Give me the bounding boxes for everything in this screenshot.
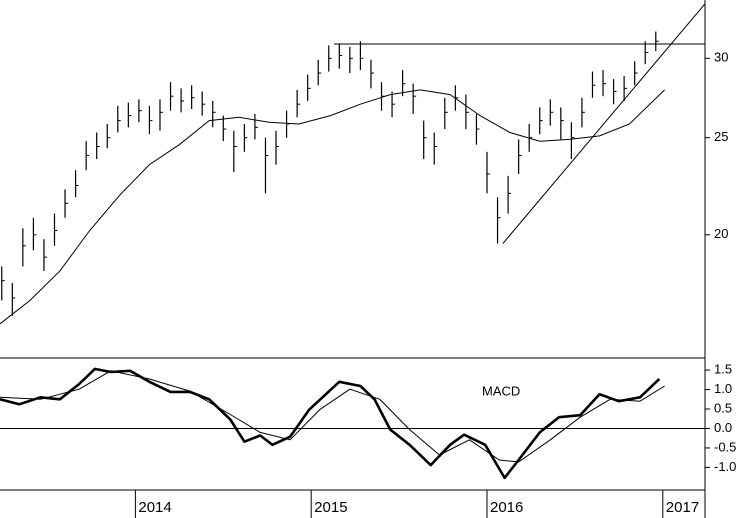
x-tick-label: 2015 <box>314 499 347 516</box>
x-tick-label: 2014 <box>138 499 171 516</box>
indicator-line <box>0 370 665 463</box>
y-tick-label: 0.0 <box>714 420 732 435</box>
x-tick-label: 2016 <box>490 499 523 516</box>
overlay-line <box>502 3 706 244</box>
y-tick-label: 0.5 <box>714 400 732 415</box>
indicator-label: MACD <box>482 383 520 398</box>
indicator-line <box>0 367 661 480</box>
x-tick-label: 2017 <box>666 499 699 516</box>
y-tick-label: 1.5 <box>714 362 732 377</box>
y-tick-label: -0.5 <box>714 439 736 454</box>
y-tick-label: -1.0 <box>714 459 736 474</box>
y-tick-label: 1.0 <box>714 381 732 396</box>
y-tick-label: 25 <box>714 129 728 144</box>
y-tick-label: 30 <box>714 50 728 65</box>
y-tick-label: 20 <box>714 226 728 241</box>
overlay-line <box>0 89 665 325</box>
